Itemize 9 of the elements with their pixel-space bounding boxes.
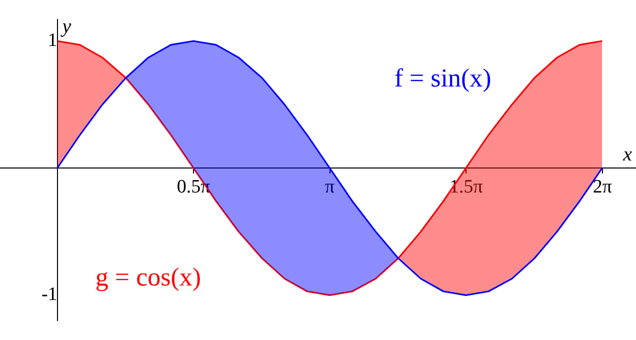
x-tick-label: 1.5π [449,176,484,198]
x-axis-title: x [622,143,632,166]
y-axis-title: y [60,16,72,38]
x-tick-label: 2π [592,176,612,198]
y-tick-label: 1 [48,30,58,51]
text: f = sin(x) [394,63,492,92]
series-label: g = cos(x) [95,262,202,292]
x-tick-label: π [325,176,336,198]
y-tick-label: -1 [41,284,58,306]
